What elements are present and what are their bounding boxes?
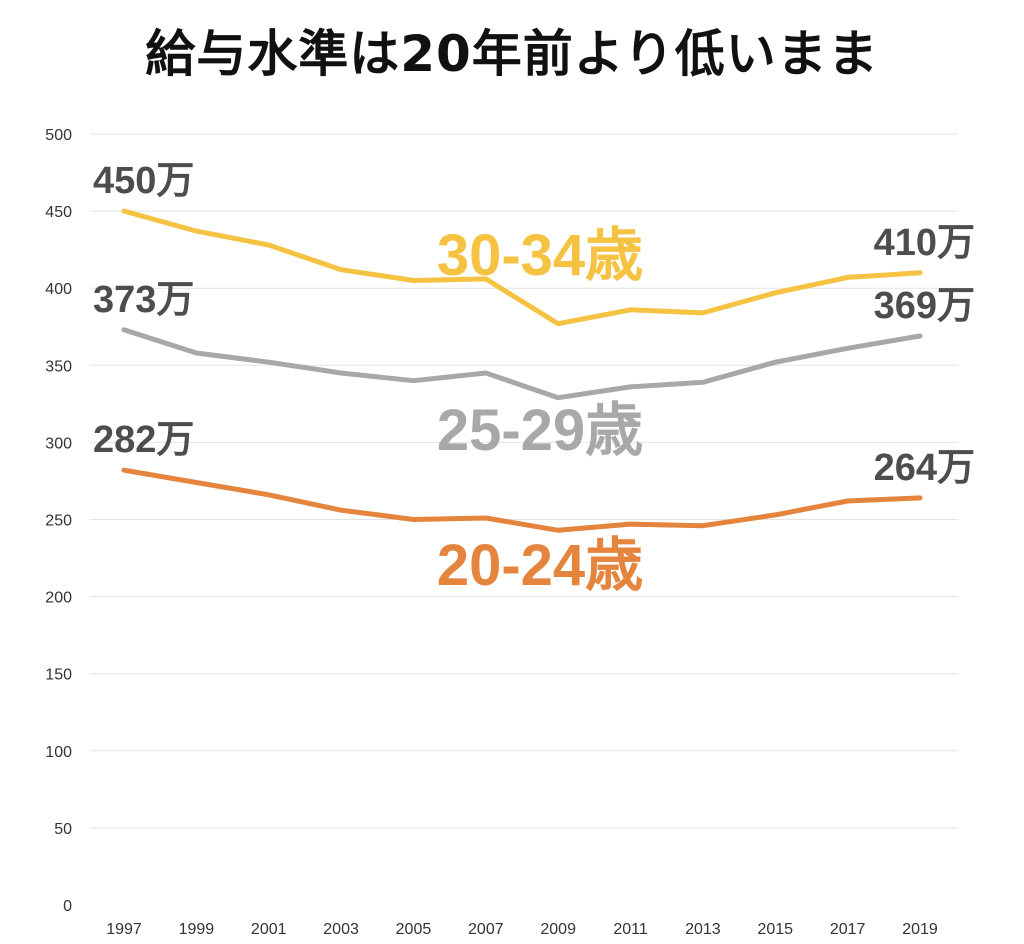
y-tick-label: 250 bbox=[45, 513, 72, 530]
series-name-label: 20-24歳 bbox=[437, 533, 643, 598]
x-tick-label: 2007 bbox=[468, 921, 504, 938]
x-tick-label: 2009 bbox=[540, 921, 576, 938]
series-start-label: 282万 bbox=[93, 419, 194, 461]
x-tick-label: 2011 bbox=[613, 921, 648, 938]
y-tick-label: 400 bbox=[45, 281, 72, 298]
series-end-label: 410万 bbox=[874, 222, 975, 264]
y-tick-label: 500 bbox=[45, 127, 72, 144]
y-tick-label: 200 bbox=[45, 590, 72, 607]
series-line-20-24歳 bbox=[121, 467, 923, 533]
y-tick-label: 300 bbox=[45, 435, 72, 452]
y-tick-label: 100 bbox=[45, 744, 72, 761]
x-tick-label: 2003 bbox=[323, 921, 359, 938]
series-name-label: 25-29歳 bbox=[437, 398, 643, 463]
x-tick-label: 2017 bbox=[830, 921, 866, 938]
x-tick-label: 2015 bbox=[757, 921, 793, 938]
series-name-label: 30-34歳 bbox=[437, 223, 643, 288]
x-tick-label: 2005 bbox=[396, 921, 432, 938]
x-tick-label: 1999 bbox=[179, 921, 215, 938]
y-tick-label: 0 bbox=[63, 898, 72, 915]
x-tick-label: 2013 bbox=[685, 921, 721, 938]
series-line-25-29歳 bbox=[121, 327, 923, 401]
chart-title: 給与水準は20年前より低いまま bbox=[145, 25, 879, 83]
x-tick-label: 2019 bbox=[902, 921, 938, 938]
series-end-label: 264万 bbox=[874, 447, 975, 489]
series-line-30-34歳 bbox=[121, 208, 923, 327]
series-start-label: 450万 bbox=[93, 160, 194, 202]
x-tick-label: 1997 bbox=[106, 921, 142, 938]
y-tick-label: 50 bbox=[54, 821, 72, 838]
y-tick-label: 450 bbox=[45, 204, 72, 221]
series-start-label: 373万 bbox=[93, 279, 194, 321]
series-end-label: 369万 bbox=[874, 285, 975, 327]
x-tick-label: 2001 bbox=[251, 921, 287, 938]
y-tick-label: 150 bbox=[45, 667, 72, 684]
y-tick-label: 350 bbox=[45, 358, 72, 375]
